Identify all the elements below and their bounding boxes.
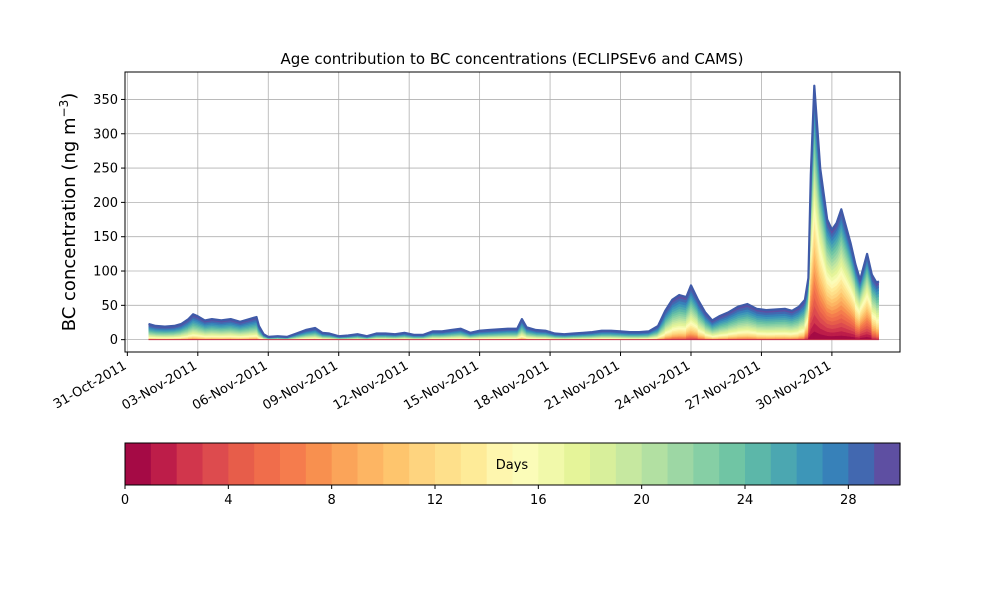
y-axis-label: BC concentration (ng m−3) <box>57 93 80 332</box>
colorbar-tick-label: 28 <box>840 493 857 508</box>
y-tick-label: 250 <box>93 162 118 177</box>
colorbar-segment <box>538 443 565 485</box>
age-band-segment <box>831 335 837 340</box>
colorbar-segment <box>745 443 772 485</box>
colorbar-segment <box>822 443 849 485</box>
colorbar-segment <box>254 443 281 485</box>
colorbar-segment <box>176 443 204 485</box>
total-concentration-line <box>148 84 880 338</box>
x-tick-label: 30-Nov-2011 <box>754 358 834 413</box>
x-tick-label: 31-Oct-2011 <box>51 358 129 412</box>
colorbar-tick-label: 16 <box>530 493 547 508</box>
x-tick-label: 24-Nov-2011 <box>613 358 693 413</box>
colorbar-segment <box>150 443 178 485</box>
colorbar-segment <box>409 443 436 485</box>
x-tick-label: 18-Nov-2011 <box>472 358 552 413</box>
area-fill <box>148 85 879 340</box>
colorbar-segment <box>435 443 462 485</box>
colorbar-segment <box>796 443 824 485</box>
colorbar-segment <box>125 443 152 485</box>
x-tick-label: 21-Nov-2011 <box>542 358 622 413</box>
y-tick-label: 350 <box>93 93 118 108</box>
age-band-segment <box>826 335 833 340</box>
colorbar-segment <box>564 443 591 485</box>
x-tick-label: 15-Nov-2011 <box>401 358 481 413</box>
x-ticks: 31-Oct-201103-Nov-201106-Nov-201109-Nov-… <box>51 352 834 413</box>
y-tick-label: 200 <box>93 196 118 211</box>
data-lines <box>148 84 880 341</box>
colorbar-tick-label: 8 <box>328 493 336 508</box>
y-tick-label: 0 <box>110 333 118 348</box>
colorbar-segment <box>719 443 746 485</box>
colorbar-segment <box>202 443 229 485</box>
colorbar-segment <box>615 443 643 485</box>
y-tick-label: 150 <box>93 230 118 245</box>
x-tick-label: 09-Nov-2011 <box>260 358 340 413</box>
y-tick-label: 50 <box>101 299 118 314</box>
x-tick-label: 06-Nov-2011 <box>190 358 270 413</box>
colorbar-label: Days <box>496 458 529 473</box>
y-ticks: 0 50 100 150 200 250 300 350 <box>93 93 125 348</box>
y-tick-label: 100 <box>93 265 118 280</box>
colorbar-segment <box>590 443 617 485</box>
chart-title: Age contribution to BC concentrations (E… <box>281 50 744 68</box>
colorbar-tick-label: 0 <box>121 493 129 508</box>
colorbar-segment <box>331 443 359 485</box>
colorbar-tick-label: 12 <box>427 493 444 508</box>
colorbar-segment <box>357 443 384 485</box>
colorbar-tick-label: 24 <box>737 493 754 508</box>
colorbar-segment <box>460 443 488 485</box>
colorbar-segment <box>848 443 875 485</box>
colorbar-segment <box>305 443 333 485</box>
colorbar-segment <box>383 443 410 485</box>
colorbar-segment <box>641 443 669 485</box>
colorbar-ticks: 0 4 8 12 16 20 24 28 <box>121 485 857 508</box>
colorbar-segment <box>874 443 901 485</box>
colorbar-tick-label: 4 <box>224 493 232 508</box>
colorbar-segment <box>228 443 255 485</box>
colorbar-segment <box>770 443 798 485</box>
x-tick-label: 27-Nov-2011 <box>683 358 763 413</box>
x-tick-label: 12-Nov-2011 <box>331 358 411 413</box>
colorbar-segment <box>280 443 307 485</box>
colorbar-tick-label: 20 <box>633 493 650 508</box>
colorbar-segment <box>667 443 694 485</box>
y-tick-label: 300 <box>93 127 118 142</box>
x-tick-label: 03-Nov-2011 <box>120 358 200 413</box>
colorbar-segment <box>693 443 720 485</box>
